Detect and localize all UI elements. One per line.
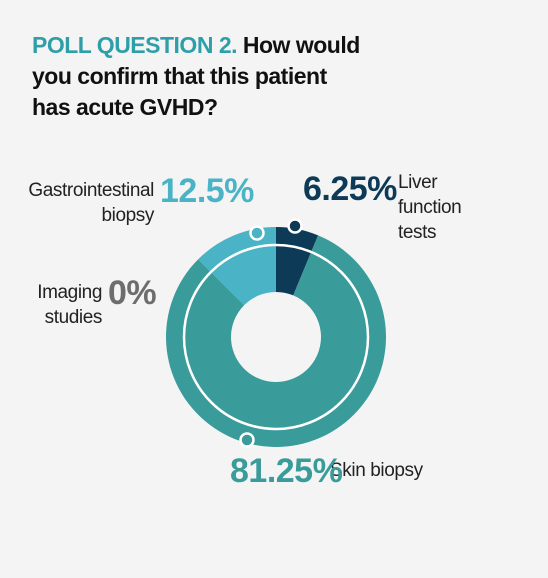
chart-title: POLL QUESTION 2. How would you confirm t… — [32, 30, 362, 123]
leader-dot — [249, 225, 265, 241]
value-label: 0% — [108, 274, 157, 312]
slice-label: Liver function tests — [398, 172, 462, 243]
donut-slice — [276, 227, 319, 296]
slice-label: Skin biopsy — [330, 460, 423, 481]
slice-label: Gastrointestinal biopsy — [28, 180, 154, 226]
slice-label: Imaging studies — [37, 282, 102, 328]
value-label: 12.5% — [160, 172, 254, 210]
leader-dot — [287, 218, 303, 234]
value-label: 6.25% — [303, 170, 397, 208]
title-text: How would you confirm that this patient … — [32, 32, 360, 120]
title-prefix: POLL QUESTION 2. — [32, 32, 238, 58]
separator-ring — [182, 243, 370, 431]
leader-dot — [239, 432, 255, 448]
value-label: 81.25% — [230, 452, 343, 490]
donut-slice — [165, 235, 387, 447]
